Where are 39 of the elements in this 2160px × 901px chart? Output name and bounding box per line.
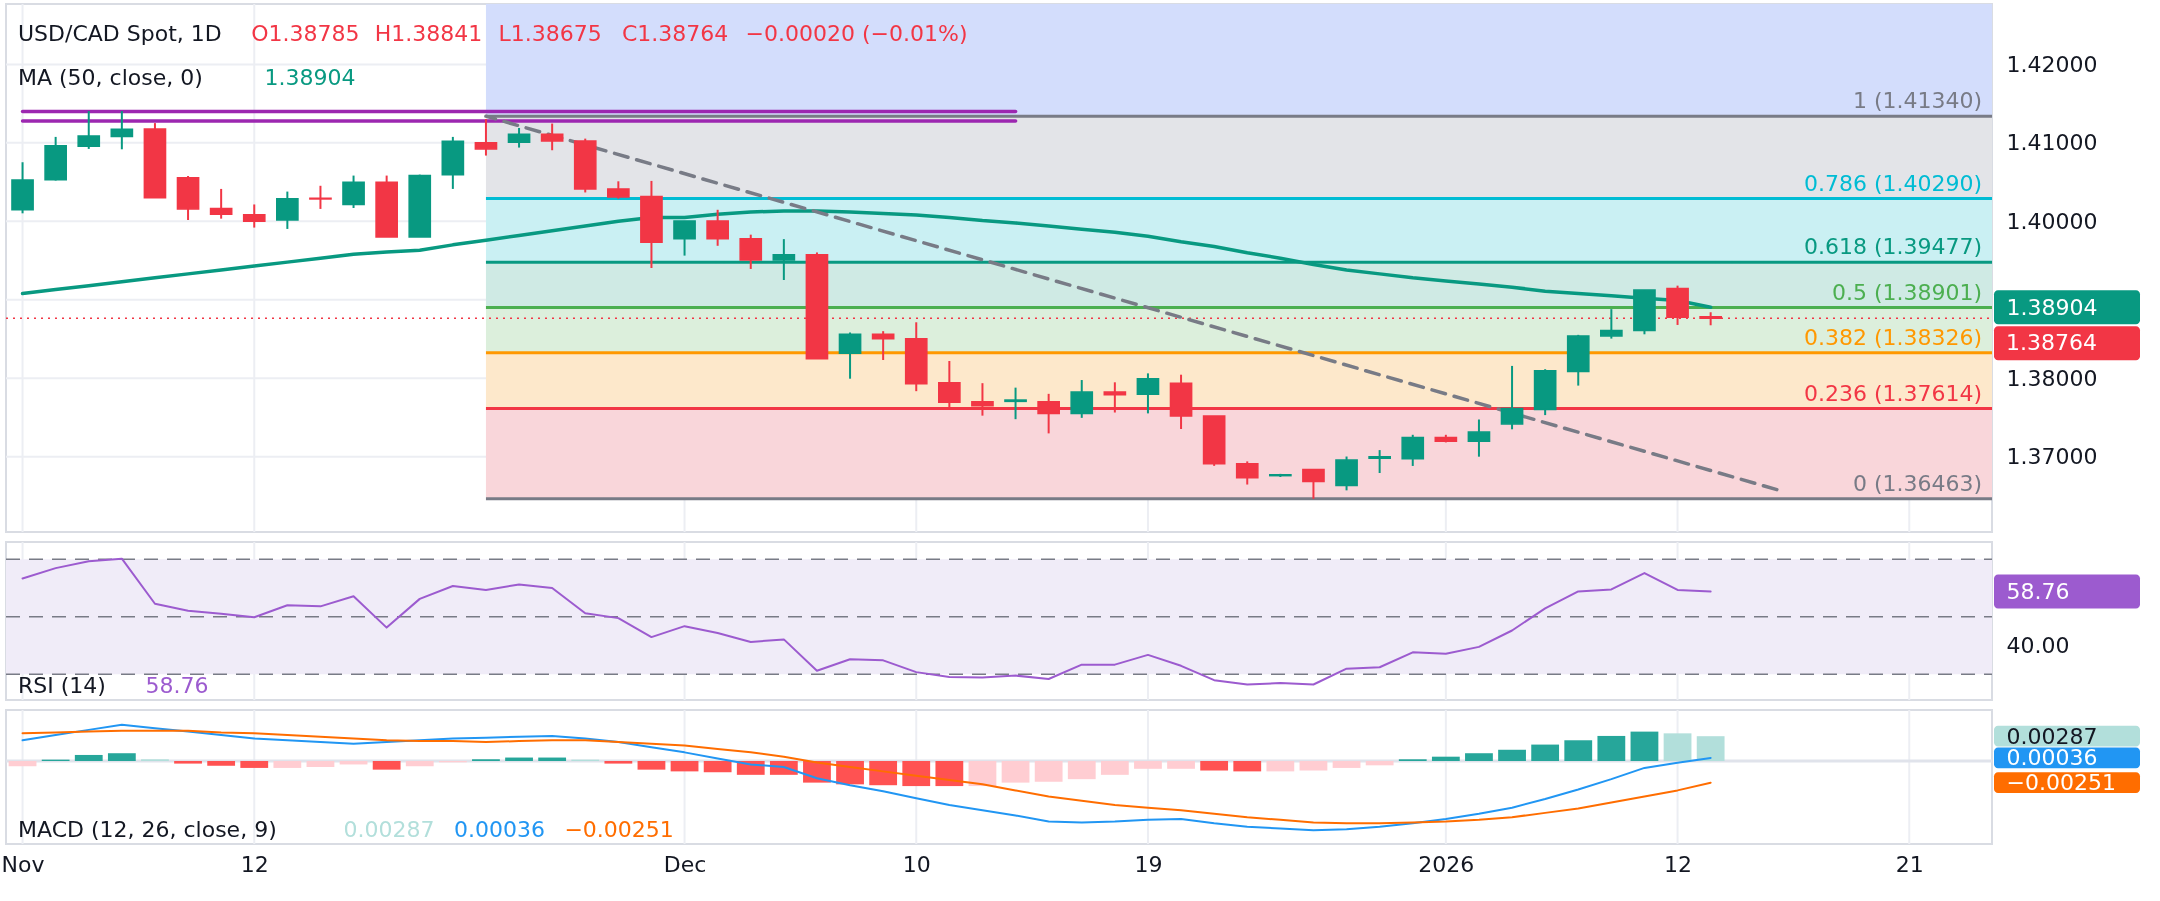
annotation: H1.38841 [374, 21, 483, 46]
legend-title: MA (50, close, 0) [18, 65, 203, 90]
annotation: 0.00036 [454, 817, 545, 842]
x-tick-label: 21 [1895, 851, 1924, 877]
y-tick-label: 1.37000 [2006, 444, 2098, 470]
annotation: 0.00287 [343, 817, 435, 842]
annotation: L1.38675 [498, 21, 602, 46]
annotation: −0.00251 [564, 817, 674, 842]
annotation: 1.38904 [264, 65, 356, 90]
y-tick-label: 1.41000 [2006, 130, 2098, 156]
x-tick-label: Nov [1, 851, 45, 877]
ref-line-label: 0.786 (1.40290) [1803, 170, 1983, 196]
x-tick-label: 12 [1664, 851, 1693, 877]
x-tick-label: Dec [663, 851, 707, 877]
ref-line-label: 0.618 (1.39477) [1803, 234, 1983, 260]
y-tick-label: 40.00 [2006, 632, 2070, 658]
annotation: C1.38764 [622, 21, 729, 46]
y-tick-label: 1.42000 [2006, 51, 2098, 77]
annotation: 58.76 [145, 673, 209, 698]
ref-line-label: 0.382 (1.38326) [1803, 324, 1983, 350]
x-tick-label: 10 [902, 851, 931, 877]
y-tick-label: 1.38000 [2006, 365, 2098, 391]
ref-line-label: 1 (1.41340) [1852, 88, 1983, 114]
ref-line-label: 0.236 (1.37614) [1803, 380, 1983, 406]
annotation: O1.38785 [251, 21, 360, 46]
x-tick-label: 12 [240, 851, 269, 877]
x-tick-label: 2026 [1418, 851, 1475, 877]
annotation: −0.00020 (−0.01%) [745, 21, 968, 46]
ref-line-label: 1.38764 [2006, 330, 2097, 356]
y-tick-label: 1.38904 [2006, 294, 2098, 320]
y-tick-label: −0.00251 [2006, 770, 2116, 796]
y-tick-label: 1.40000 [2006, 208, 2098, 234]
ref-line-label: 0 (1.36463) [1852, 470, 1983, 496]
legend-title: MACD (12, 26, close, 9) [18, 817, 277, 842]
legend-title: RSI (14) [18, 673, 106, 698]
ref-line-label: 0.5 (1.38901) [1831, 279, 1983, 305]
text: USD/CAD Spot, 1D [18, 21, 222, 46]
x-tick-label: 19 [1134, 851, 1163, 877]
y-tick-label: 58.76 [2006, 579, 2070, 605]
